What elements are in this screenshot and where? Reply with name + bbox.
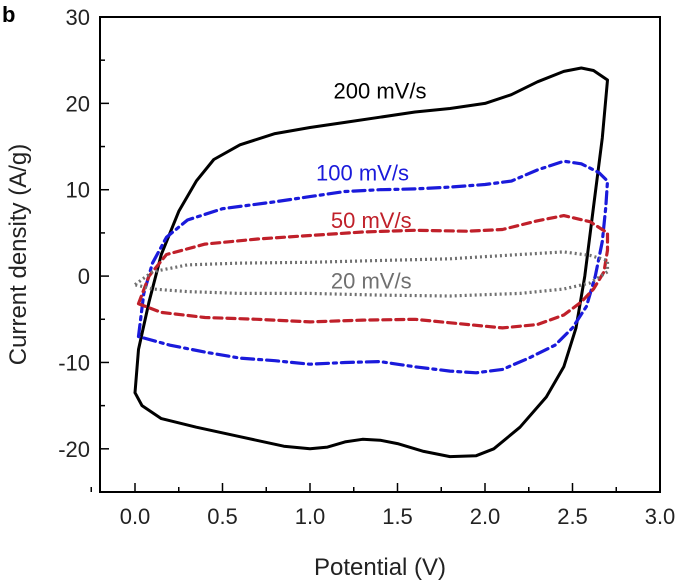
panel-label: b bbox=[2, 2, 15, 27]
x-tick-label: 1.5 bbox=[382, 504, 413, 529]
x-tick-label: 3.0 bbox=[645, 504, 676, 529]
series-line-2 bbox=[136, 214, 610, 330]
y-tick-label: 0 bbox=[78, 264, 90, 289]
x-tick-label: 1.0 bbox=[295, 504, 326, 529]
plot-frame bbox=[99, 16, 661, 493]
y-tick-label: 10 bbox=[66, 178, 90, 203]
y-tick-label: 20 bbox=[66, 91, 90, 116]
series-label: 50 mV/s bbox=[331, 208, 412, 233]
y-axis: -20 -10 0 10 20 30 bbox=[58, 5, 109, 493]
x-tick-label: 2.5 bbox=[557, 504, 588, 529]
series-line-3 bbox=[134, 250, 610, 298]
series-labels: 200 mV/s 100 mV/s 50 mV/s 20 mV/s bbox=[316, 78, 426, 293]
y-axis-label: Current density (A/g) bbox=[5, 144, 32, 365]
series-label: 100 mV/s bbox=[316, 160, 409, 185]
series-label: 200 mV/s bbox=[334, 78, 427, 103]
curves-layer bbox=[133, 66, 610, 459]
x-tick-label: 0.0 bbox=[120, 504, 151, 529]
y-tick-label: 30 bbox=[66, 5, 90, 30]
series-label: 20 mV/s bbox=[331, 268, 412, 293]
x-tick-label: 2.0 bbox=[470, 504, 501, 529]
y-tick-label: -10 bbox=[58, 350, 90, 375]
series-line-1 bbox=[136, 159, 610, 375]
x-tick-label: 0.5 bbox=[207, 504, 238, 529]
x-axis: 0.0 0.5 1.0 1.5 2.0 2.5 3.0 bbox=[90, 483, 676, 529]
y-tick-label: -20 bbox=[58, 437, 90, 462]
x-axis-label: Potential (V) bbox=[314, 554, 446, 581]
